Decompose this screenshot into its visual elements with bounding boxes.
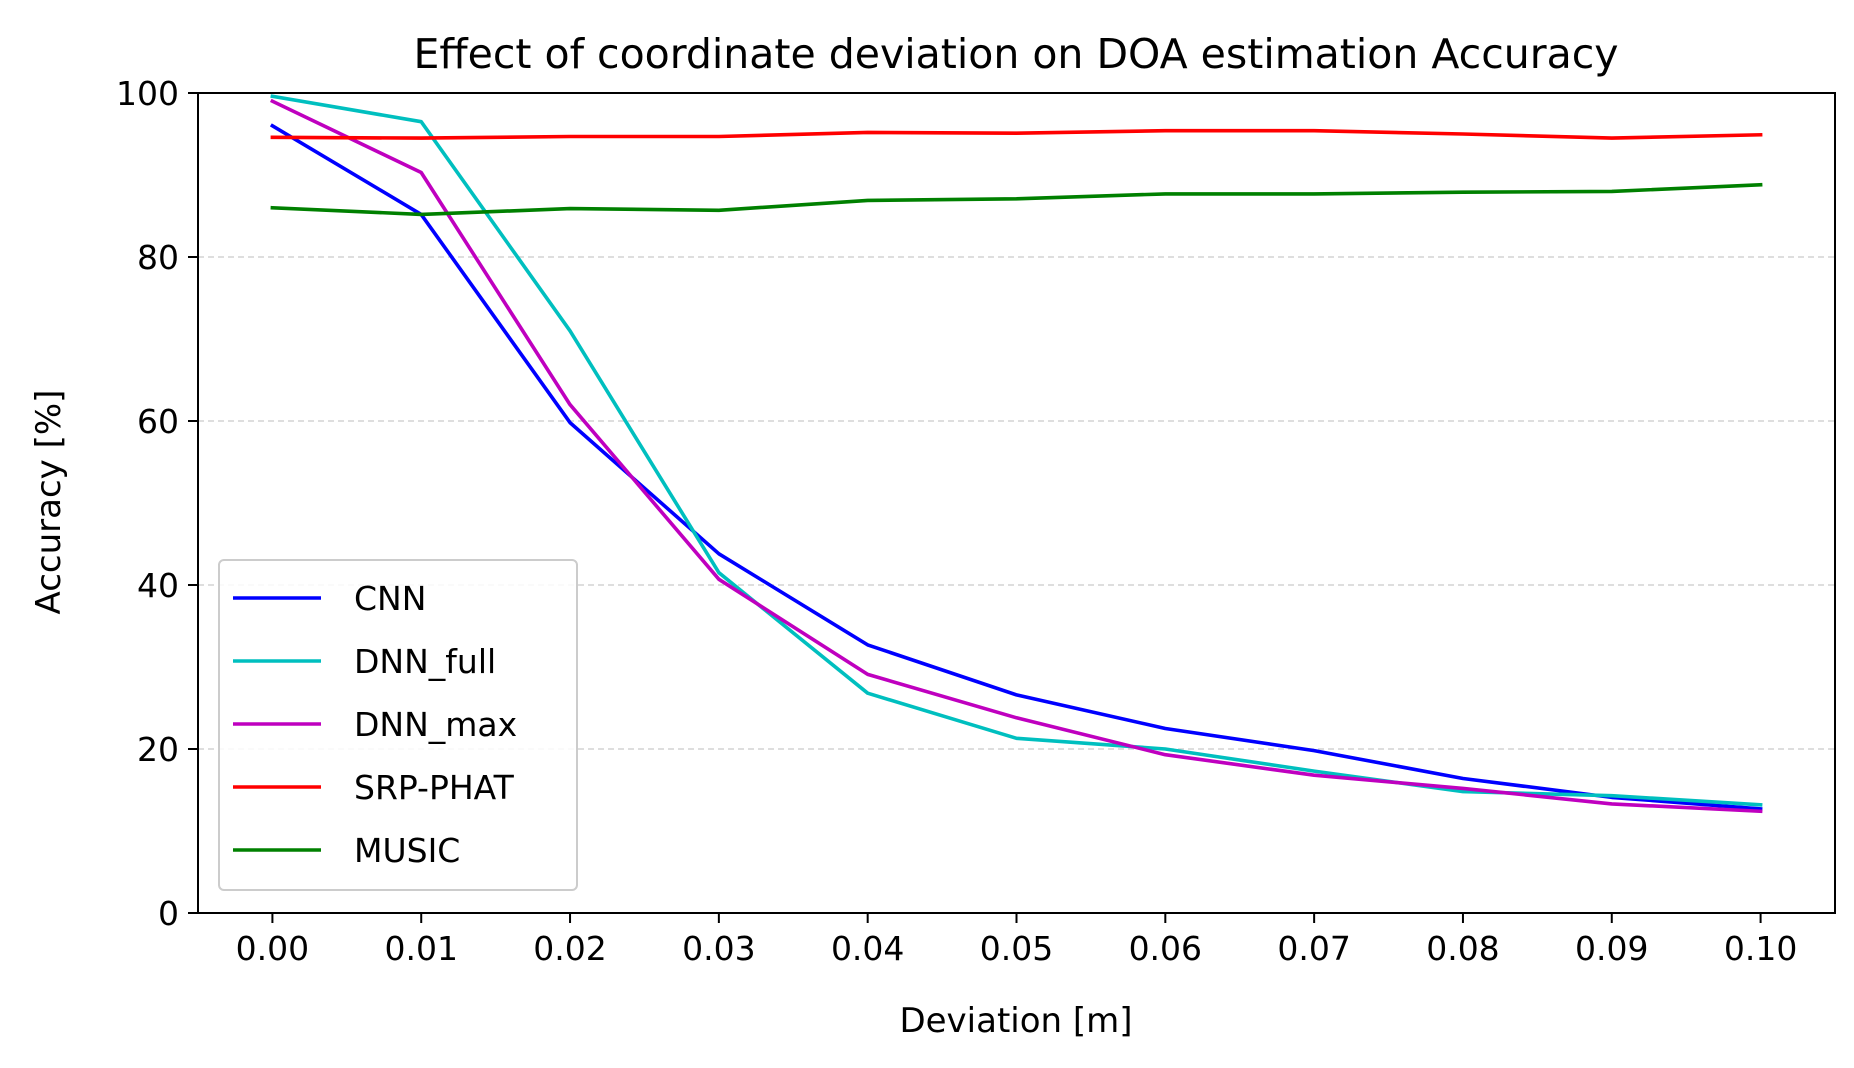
legend-label: CNN	[354, 579, 426, 618]
x-tick-label: 0.09	[1575, 929, 1648, 968]
x-tick-label: 0.10	[1724, 929, 1797, 968]
legend-label: SRP-PHAT	[354, 768, 515, 807]
x-tick-label: 0.08	[1426, 929, 1499, 968]
y-axis-label: Accuracy [%]	[29, 390, 69, 615]
x-axis-ticks: 0.00 0.01 0.02 0.03 0.04 0.05 0.06 0.07 0.08 0.09…	[236, 913, 1797, 968]
series-line-dnn-max	[269, 98, 1763, 814]
y-axis-ticks: 0 20 40 60 80 100	[116, 74, 198, 933]
series-lines	[269, 94, 1763, 814]
legend: CNN DNN_full DNN_max SRP-PHAT MUSIC	[218, 559, 578, 891]
x-tick-label: 0.07	[1277, 929, 1350, 968]
y-tick-label: 20	[137, 730, 179, 769]
x-tick-label: 0.05	[980, 929, 1053, 968]
series-line-cnn	[269, 123, 1763, 811]
series-line-srp-phat	[270, 128, 1763, 140]
y-tick-label: 0	[158, 894, 179, 933]
x-tick-label: 0.02	[533, 929, 606, 968]
x-tick-label: 0.00	[236, 929, 309, 968]
x-axis-label: Deviation [m]	[899, 1001, 1132, 1041]
y-tick-label: 60	[137, 402, 179, 441]
legend-label: DNN_full	[354, 642, 496, 681]
y-tick-label: 100	[116, 74, 179, 113]
legend-label: MUSIC	[354, 831, 460, 870]
legend-label: DNN_max	[354, 705, 517, 744]
x-tick-label: 0.03	[682, 929, 755, 968]
legend-box	[218, 559, 578, 891]
y-tick-label: 40	[137, 566, 179, 605]
x-tick-label: 0.06	[1129, 929, 1202, 968]
x-tick-label: 0.01	[384, 929, 457, 968]
series-line-music	[270, 182, 1763, 217]
y-tick-label: 80	[137, 238, 179, 277]
chart-title: Effect of coordinate deviation on DOA es…	[413, 30, 1618, 78]
x-tick-label: 0.04	[831, 929, 904, 968]
